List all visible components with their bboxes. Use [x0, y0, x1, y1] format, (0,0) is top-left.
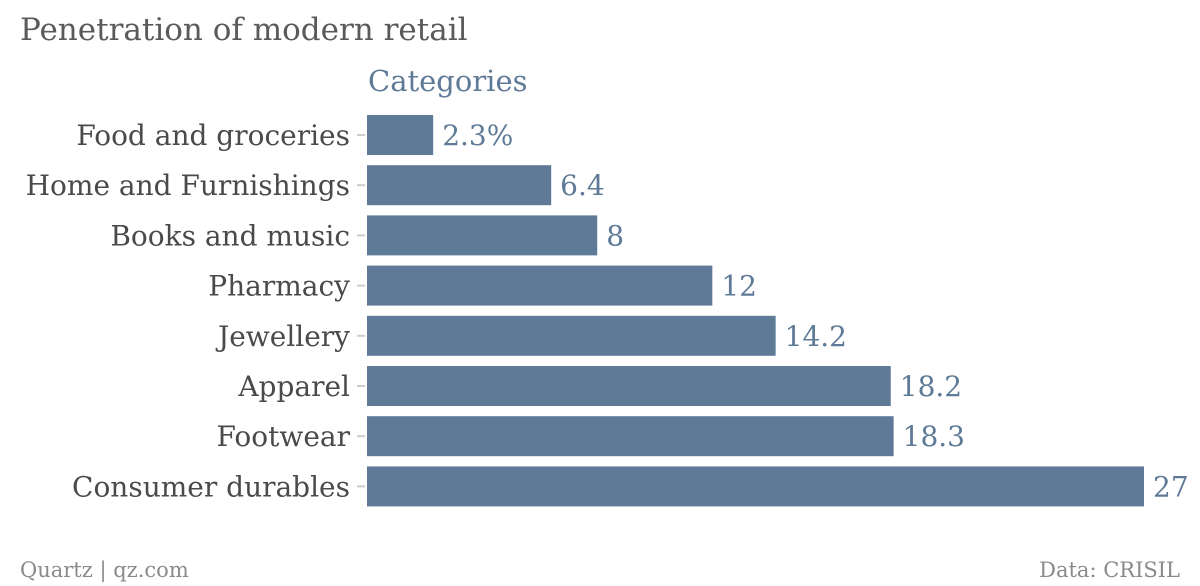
footer-credit: Quartz | qz.com: [20, 558, 189, 582]
series-label: Categories: [368, 64, 528, 98]
bar: [367, 366, 891, 406]
value-label: 27: [1153, 470, 1189, 503]
bar: [367, 115, 434, 155]
value-label: 18.3: [903, 420, 965, 453]
bar: [367, 165, 552, 206]
value-label: 18.2: [900, 370, 962, 403]
category-label: Pharmacy: [208, 270, 350, 303]
category-label: Home and Furnishings: [26, 169, 350, 202]
value-label: 8: [606, 219, 624, 252]
bar: [367, 315, 776, 356]
category-label: Food and groceries: [76, 119, 350, 152]
footer-source: Data: CRISIL: [1039, 558, 1180, 582]
chart-title: Penetration of modern retail: [20, 12, 468, 48]
value-label: 6.4: [560, 169, 605, 202]
category-label: Jewellery: [215, 320, 350, 353]
bar: [367, 466, 1144, 507]
category-label: Apparel: [237, 370, 350, 403]
bar: [367, 265, 713, 306]
category-label: Footwear: [217, 420, 351, 453]
bar: [367, 215, 598, 256]
category-label: Consumer durables: [72, 470, 350, 503]
bar: [367, 416, 894, 457]
category-label: Books and music: [110, 219, 350, 252]
value-label: 14.2: [785, 320, 847, 353]
value-label: 12: [721, 270, 757, 303]
value-label: 2.3%: [442, 119, 513, 152]
